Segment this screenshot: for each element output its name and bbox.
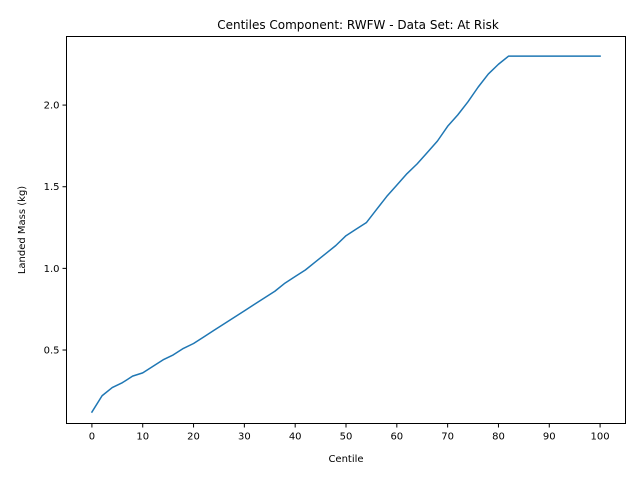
- series-line-0: [90, 55, 601, 414]
- x-tick-label: 10: [136, 432, 149, 443]
- x-tick-label: 50: [340, 432, 353, 443]
- y-tick-label: 0.5: [44, 346, 60, 357]
- y-axis-label: Landed Mass (kg): [17, 186, 28, 274]
- y-tick-label: 2.0: [44, 101, 60, 112]
- y-tick-label: 1.0: [44, 264, 60, 275]
- x-tick-label: 60: [390, 432, 403, 443]
- y-axis: 0.5 1.0 1.5 2.0: [44, 101, 67, 357]
- chart-title: Centiles Component: RWFW - Data Set: At …: [217, 18, 499, 32]
- x-tick-label: 70: [441, 432, 454, 443]
- x-tick-label: 80: [492, 432, 505, 443]
- x-tick-label: 0: [89, 432, 95, 443]
- x-tick-label: 100: [591, 432, 610, 443]
- x-tick-label: 30: [238, 432, 251, 443]
- x-axis-label: Centile: [328, 454, 363, 465]
- plot-area: [90, 55, 601, 414]
- x-axis: 0 10 20 30 40 50 60 70 80 90 100: [89, 423, 610, 443]
- x-tick-label: 40: [289, 432, 302, 443]
- x-tick-label: 90: [543, 432, 556, 443]
- y-tick-label: 1.5: [44, 182, 60, 193]
- x-tick-label: 20: [187, 432, 200, 443]
